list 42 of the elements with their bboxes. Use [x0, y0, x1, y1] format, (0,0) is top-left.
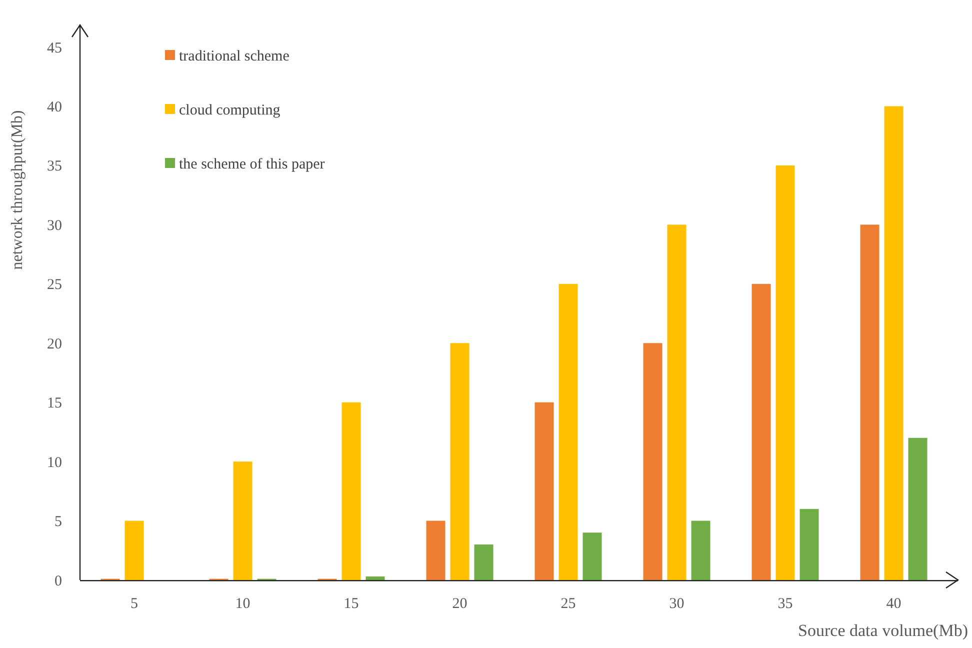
- bar: [426, 520, 446, 580]
- bar: [860, 224, 880, 580]
- bar: [752, 284, 771, 580]
- x-tick-label: 35: [778, 596, 793, 612]
- bar: [534, 402, 554, 580]
- y-tick-label: 0: [54, 573, 62, 590]
- y-tick-label: 25: [47, 277, 62, 294]
- bar: [800, 508, 819, 580]
- bar: [366, 576, 385, 580]
- x-axis-title: Source data volume(Mb): [798, 621, 968, 640]
- bar: [233, 462, 252, 580]
- y-tick-label: 45: [47, 40, 62, 56]
- x-tick-label: 30: [669, 596, 684, 612]
- bar: [667, 224, 686, 580]
- bar: [776, 165, 795, 580]
- y-tick-label: 40: [47, 99, 62, 116]
- x-tick-label: 10: [235, 596, 250, 612]
- bar: [124, 520, 144, 580]
- y-axis-title: network throughput(Mb): [9, 110, 26, 270]
- x-tick-label: 20: [452, 596, 468, 612]
- x-tick-label: 15: [344, 596, 359, 612]
- legend-label: cloud computing: [179, 102, 281, 118]
- y-tick-label: 30: [47, 218, 62, 234]
- legend-label: traditional scheme: [179, 48, 290, 64]
- bar: [691, 520, 710, 580]
- y-tick-label: 15: [47, 396, 62, 412]
- y-tick-label: 10: [47, 454, 62, 471]
- legend-label: the scheme of this paper: [179, 156, 325, 172]
- bar: [474, 544, 494, 580]
- x-tick-label: 25: [560, 596, 576, 612]
- y-tick-label: 35: [47, 158, 62, 175]
- bar: [582, 532, 602, 580]
- bar: [884, 106, 904, 580]
- x-tick-label: 40: [886, 596, 902, 612]
- x-tick-label: 5: [130, 596, 138, 612]
- y-tick-label: 5: [54, 514, 62, 530]
- bar: [450, 343, 470, 580]
- y-tick-label: 20: [47, 336, 62, 352]
- bar: [643, 343, 662, 580]
- bar: [342, 402, 361, 580]
- bar: [558, 284, 578, 580]
- bar: [908, 438, 928, 580]
